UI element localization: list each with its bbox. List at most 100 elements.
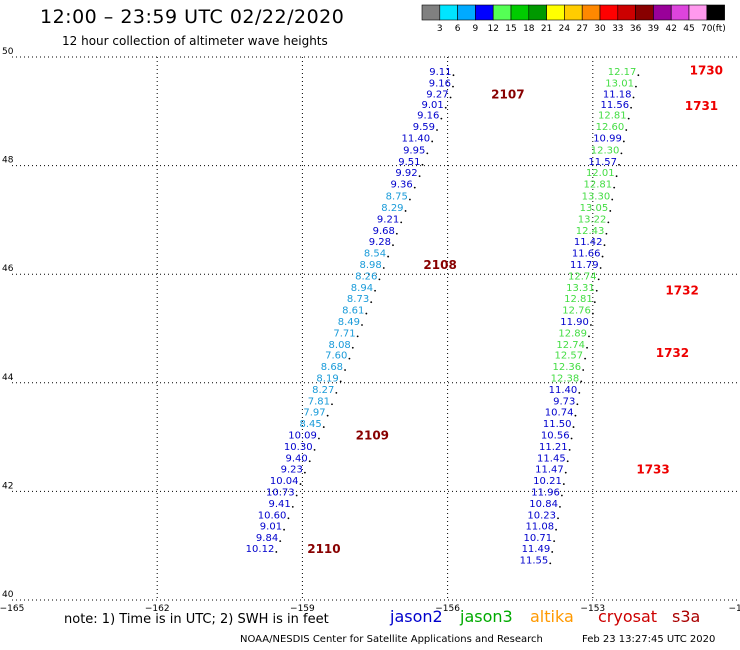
track-point [613, 186, 616, 189]
wave-height-label: 10.09 [288, 430, 317, 441]
track-point [404, 210, 407, 212]
track-point [582, 369, 585, 371]
track-point [275, 551, 278, 553]
legend-s3a: s3a [672, 607, 701, 626]
wave-height-label: 10.84 [529, 499, 558, 510]
track-point [574, 414, 577, 417]
track-point [370, 301, 373, 304]
track-point [331, 403, 333, 406]
pass-time-label: 2107 [491, 87, 524, 101]
wave-height-label: 8.27 [312, 385, 334, 396]
track-point [557, 517, 559, 520]
track-point [564, 471, 567, 474]
wave-height-label: 8.45 [299, 419, 321, 430]
wave-height-label: 10.71 [524, 533, 553, 544]
track-point [586, 346, 588, 349]
wave-height-label: 11.79 [570, 260, 599, 271]
wave-height-label: 11.08 [525, 522, 554, 533]
wave-height-label: 11.45 [537, 453, 566, 464]
wave-height-label: 12.43 [576, 226, 605, 237]
track-point [580, 380, 583, 383]
pass-time-label: 1731 [685, 99, 718, 113]
wave-height-label: 7.71 [333, 328, 355, 339]
wave-height-label: 12.57 [554, 351, 583, 362]
legend-jason3: jason3 [460, 607, 513, 626]
colorbar-swatch [706, 4, 725, 21]
track-point [591, 312, 594, 315]
wave-height-label: 9.21 [377, 214, 399, 225]
track-point [440, 117, 443, 120]
lat-tick-label: 42 [2, 481, 13, 491]
wave-height-label: 9.36 [390, 180, 412, 191]
colorbar-tick-label: 30 [594, 24, 606, 34]
footer-organization: NOAA/NESDIS Center for Satellite Applica… [240, 634, 543, 645]
track-point [351, 346, 354, 349]
wave-height-label: 9.40 [285, 453, 307, 464]
track-point [601, 255, 604, 258]
wave-height-label: 9.73 [553, 396, 575, 407]
wave-height-label: 10.30 [284, 442, 313, 453]
track-point [436, 129, 438, 131]
track-point [622, 140, 625, 143]
track-point [620, 152, 623, 155]
wave-height-label: 8.29 [381, 203, 403, 214]
wave-height-label: 11.18 [603, 89, 632, 100]
track-point [599, 267, 602, 269]
track-point [452, 85, 454, 88]
wave-height-label: 13.31 [566, 283, 595, 294]
track-point [609, 210, 612, 212]
legend-altika: altika [530, 607, 574, 626]
lon-tick-label: −156 [435, 604, 460, 614]
track-point [593, 301, 596, 304]
lon-tick-label: −153 [580, 604, 605, 614]
colorbar-tick-label: 24 [559, 24, 571, 34]
track-point [395, 232, 398, 235]
track-point [603, 244, 606, 247]
track-point [572, 426, 575, 428]
footer-timestamp: Feb 23 13:27:45 UTC 2020 [582, 634, 716, 645]
wave-height-label: 10.60 [258, 510, 287, 521]
wave-height-label: 12.30 [591, 145, 620, 156]
colorbar-tick-label: 6 [455, 24, 461, 34]
pass-time-label: 1730 [690, 64, 723, 78]
wave-height-label: 9.95 [403, 145, 425, 156]
track-point [578, 391, 581, 394]
lat-tick-label: 44 [2, 373, 14, 383]
wave-height-label: 13.01 [605, 79, 634, 90]
track-point [560, 494, 563, 497]
wave-height-label: 11.56 [600, 100, 629, 111]
track-point [283, 528, 285, 531]
colorbar-tick-label: 3 [437, 24, 443, 34]
footer-note: note: 1) Time is in UTC; 2) SWH is in fe… [64, 612, 329, 627]
track-point [382, 267, 385, 269]
wave-height-label: 10.56 [541, 430, 570, 441]
colorbar-tick-label: 39 [648, 24, 660, 34]
wave-height-label: 11.49 [522, 544, 551, 555]
colorbar-tick-label: 12 [487, 24, 498, 34]
wave-height-label: 11.55 [520, 555, 549, 566]
legend-jason2: jason2 [390, 607, 443, 626]
colorbar-tick-label: 27 [576, 24, 587, 34]
wave-height-label: 11.57 [588, 157, 617, 168]
lon-tick-label: −165 [0, 604, 24, 614]
track-point [611, 198, 614, 201]
colorbar-tick-label: 15 [505, 24, 516, 34]
wave-height-label: 9.68 [373, 226, 395, 237]
track-point [452, 74, 455, 77]
wave-height-label: 10.99 [593, 133, 622, 144]
pass-time-label: 1732 [665, 283, 698, 297]
wave-height-label: 11.66 [572, 249, 601, 260]
wave-height-label: 11.42 [574, 237, 603, 248]
track-point [562, 483, 565, 485]
colorbar-tick-label: 42 [665, 24, 676, 34]
track-point [361, 324, 363, 326]
track-point [549, 562, 552, 565]
wave-height-label: 12.89 [558, 328, 587, 339]
track-point [568, 448, 571, 451]
wave-height-label: 9.51 [398, 157, 420, 168]
track-point [632, 96, 635, 99]
track-point [615, 175, 618, 178]
pass-time-label: 2108 [423, 258, 456, 272]
track-point [625, 129, 628, 131]
